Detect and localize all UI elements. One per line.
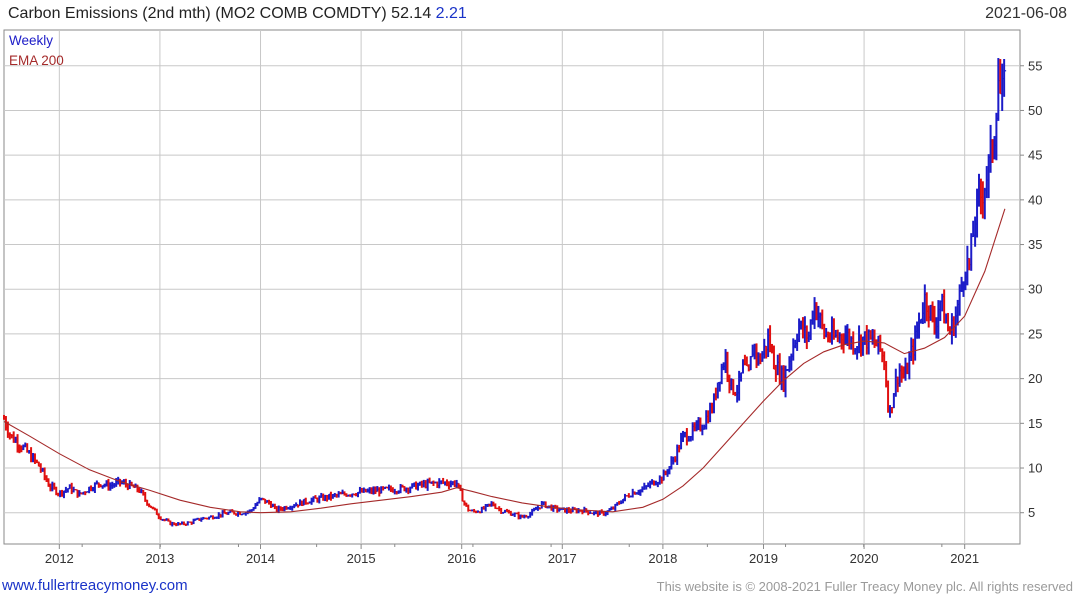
- weekly-bars: [3, 58, 1007, 527]
- grid: [4, 30, 1020, 544]
- x-tick-label: 2012: [45, 551, 74, 566]
- plot-frame: [3, 29, 1021, 545]
- y-tick-label: 40: [1028, 192, 1042, 207]
- y-axis: 5 10 15 20 25 30 35 40 45 50 55: [1020, 58, 1042, 520]
- title-text: Carbon Emissions (2nd mth) (MO2 COMB COM…: [8, 5, 432, 22]
- x-tick-label: 2020: [850, 551, 879, 566]
- ema-200: [3, 208, 1006, 514]
- y-tick-label: 55: [1028, 58, 1042, 73]
- y-tick-label: 10: [1028, 461, 1042, 476]
- change-value: 2.21: [435, 5, 467, 22]
- site-link[interactable]: www.fullertreacymoney.com: [2, 577, 188, 594]
- y-tick-label: 35: [1028, 237, 1042, 252]
- x-tick-label: 2018: [648, 551, 677, 566]
- x-tick-label: 2015: [347, 551, 376, 566]
- y-tick-label: 45: [1028, 148, 1042, 163]
- y-tick-label: 25: [1028, 326, 1042, 341]
- x-tick-label: 2021: [950, 551, 979, 566]
- x-axis: 2012 2013 2014 2015 2016 2017 2018 2019 2020 2021: [45, 544, 979, 566]
- x-tick-label: 2019: [749, 551, 778, 566]
- x-tick-label: 2013: [145, 551, 174, 566]
- ema-line: [3, 208, 1006, 514]
- legend-ema: EMA 200: [9, 53, 64, 68]
- y-tick-label: 50: [1028, 103, 1042, 118]
- date-label: 2021-06-08: [985, 5, 1067, 22]
- y-tick-label: 15: [1028, 416, 1042, 431]
- y-tick-label: 30: [1028, 282, 1042, 297]
- y-tick-label: 5: [1028, 505, 1035, 520]
- chart-title: Carbon Emissions (2nd mth) (MO2 COMB COM…: [8, 5, 467, 23]
- x-tick-label: 2017: [548, 551, 577, 566]
- legend-weekly: Weekly: [9, 33, 53, 48]
- copyright-text: This website is © 2008-2021 Fuller Treac…: [656, 579, 1073, 594]
- x-tick-label: 2014: [246, 551, 275, 566]
- y-tick-label: 20: [1028, 371, 1042, 386]
- x-tick-label: 2016: [447, 551, 476, 566]
